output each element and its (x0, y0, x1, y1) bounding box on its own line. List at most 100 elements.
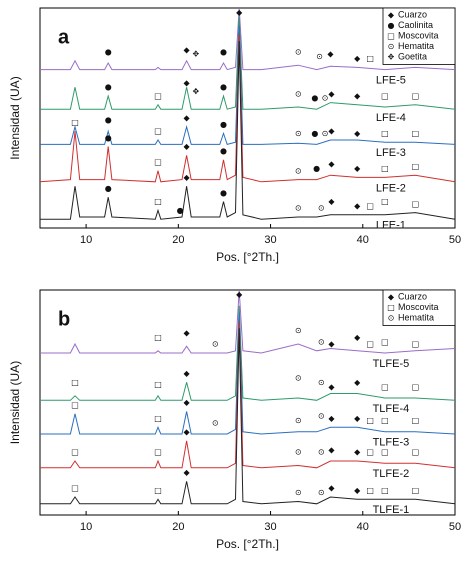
phase-marker: ● (220, 147, 227, 156)
phase-marker: ◆ (354, 202, 361, 211)
phase-marker: ⊙ (322, 129, 329, 138)
xrd-trace (40, 289, 456, 354)
phase-marker: □ (154, 380, 162, 389)
legend-label: Hematita (398, 41, 434, 51)
trace-label: TLFE-5 (373, 358, 410, 370)
phase-marker: □ (412, 416, 420, 425)
x-tick-label: 40 (357, 234, 369, 246)
phase-marker: ● (220, 48, 227, 57)
phase-marker: □ (412, 340, 420, 349)
phase-marker: □ (154, 158, 162, 167)
phase-marker: ◆ (328, 127, 335, 136)
phase-marker: ● (311, 94, 318, 103)
trace-label: LFE-4 (376, 112, 406, 124)
phase-marker: ◆ (354, 92, 361, 101)
y-axis-label: Intensidad (UA) (8, 361, 22, 444)
phase-marker: ● (105, 184, 112, 193)
phase-marker: ⊙ (212, 418, 219, 427)
x-tick-label: 50 (449, 234, 461, 246)
phase-marker: ◆ (184, 369, 191, 378)
phase-marker: ⊙ (318, 337, 325, 346)
phase-marker: □ (366, 340, 374, 349)
xrd-trace (40, 25, 456, 146)
phase-marker: ● (220, 188, 227, 197)
xrd-trace (40, 328, 456, 505)
phase-marker: ◆ (354, 333, 361, 342)
phase-marker: □ (366, 486, 374, 495)
phase-marker: □ (366, 416, 374, 425)
phase-marker: ◆ (354, 129, 361, 138)
panel-label: b (58, 308, 70, 330)
phase-marker: ● (105, 48, 112, 57)
phase-marker: ◆ (354, 164, 361, 173)
phase-marker: ● (220, 83, 227, 92)
panel-label: a (58, 26, 70, 48)
plot-frame (39, 7, 456, 229)
legend-label: Moscovita (398, 302, 439, 312)
phase-marker: ◆ (354, 448, 361, 457)
xrd-trace (40, 312, 456, 435)
phase-marker: ● (313, 164, 320, 173)
xrd-trace (40, 321, 456, 469)
x-tick-label: 30 (264, 234, 276, 246)
phase-marker: ◆ (354, 486, 361, 495)
phase-marker: □ (412, 162, 420, 171)
phase-marker: ⊙ (295, 48, 302, 57)
phase-marker: □ (412, 199, 420, 208)
xrd-trace (40, 305, 456, 401)
phase-marker: □ (154, 127, 162, 136)
phase-marker: ⊙ (316, 52, 323, 61)
phase-marker: □ (381, 164, 389, 173)
trace-label: TLFE-2 (373, 468, 410, 480)
phase-marker: ◆ (328, 197, 335, 206)
legend-symbol: ◆ (388, 11, 395, 20)
phase-marker: ⊙ (295, 129, 302, 138)
phase-marker: □ (366, 448, 374, 457)
phase-marker: ⊙ (318, 204, 325, 213)
xrd-trace (40, 40, 456, 220)
trace-label: LFE-5 (376, 75, 406, 87)
phase-marker: ⊙ (295, 204, 302, 213)
phase-marker: ● (105, 116, 112, 125)
phase-marker: ✥ (193, 87, 200, 96)
phase-marker: □ (71, 448, 79, 457)
x-tick-label: 10 (80, 521, 92, 533)
trace-label: TLFE-1 (373, 504, 410, 516)
phase-marker: ⊙ (295, 166, 302, 175)
phase-marker: ◆ (328, 445, 335, 454)
legend-symbol: ● (388, 21, 395, 30)
x-tick-label: 20 (172, 521, 184, 533)
trace-label: LFE-1 (376, 220, 406, 232)
phase-marker: ⊙ (318, 378, 325, 387)
x-tick-label: 30 (264, 521, 276, 533)
phase-marker: □ (381, 337, 389, 346)
x-tick-label: 40 (357, 521, 369, 533)
phase-marker: ◆ (184, 78, 191, 87)
phase-marker: □ (381, 486, 389, 495)
phase-marker: □ (71, 118, 79, 127)
legend-symbol: ⊙ (388, 314, 395, 323)
y-axis-label: Intensidad (UA) (8, 76, 22, 159)
plot-frame (39, 289, 456, 516)
phase-marker: ◆ (328, 340, 335, 349)
phase-marker: ⊙ (322, 94, 329, 103)
phase-marker: ◆ (184, 173, 191, 182)
x-tick-label: 10 (80, 234, 92, 246)
phase-marker: ◆ (327, 50, 334, 59)
phase-marker: □ (71, 484, 79, 493)
phase-marker: □ (154, 486, 162, 495)
phase-marker: ⊙ (295, 326, 302, 335)
phase-marker: ● (105, 133, 112, 142)
legend-label: Cuarzo (398, 291, 427, 301)
phase-marker: □ (154, 333, 162, 342)
phase-marker: ◆ (236, 290, 243, 299)
legend-symbol: ✥ (388, 53, 395, 62)
phase-marker: □ (381, 382, 389, 391)
trace-label: TLFE-3 (373, 437, 410, 449)
phase-marker: □ (412, 486, 420, 495)
phase-marker: ⊙ (295, 488, 302, 497)
trace-label: LFE-3 (376, 147, 406, 159)
phase-marker: ◆ (354, 54, 361, 63)
phase-marker: □ (154, 92, 162, 101)
